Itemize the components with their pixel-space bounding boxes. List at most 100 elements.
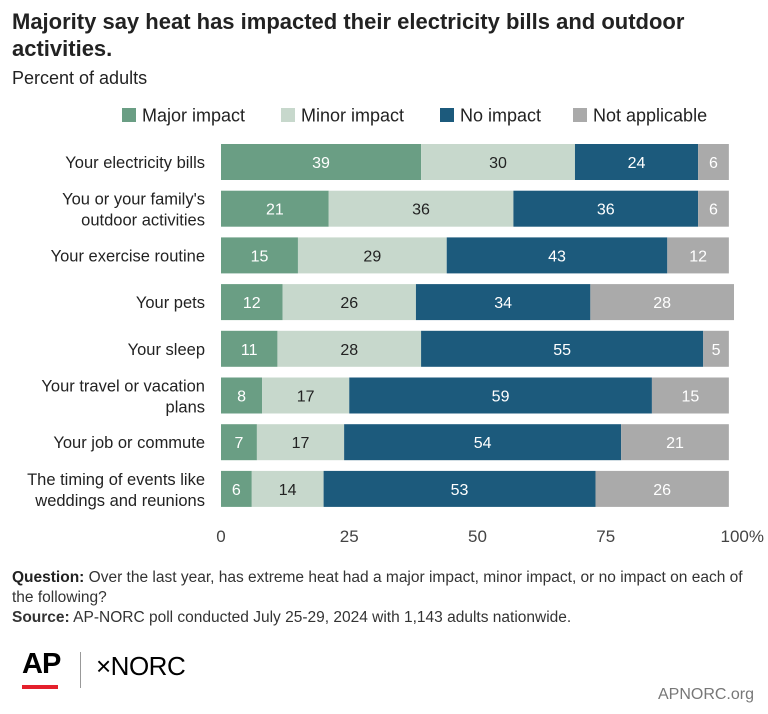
bar-segment [446,237,668,274]
bar-segment [221,470,252,507]
bar-segment [221,237,298,274]
data-label: 30 [489,155,507,172]
stacked-bar-chart: Major impact Minor impact No impact Not app… [27,106,764,547]
data-label: 12 [243,295,261,312]
category-label: Your electricity bills [65,154,205,172]
legend-swatch-1 [281,108,295,122]
bar-segment [698,190,729,227]
data-label: 29 [363,248,381,265]
data-label: 6 [232,482,241,499]
data-label: 17 [297,389,315,406]
data-label: 36 [597,202,615,219]
bar-segment [221,424,257,461]
legend-swatch-3 [573,108,587,122]
category-label: You or your family's [62,191,205,209]
ap-logo: AP [22,648,61,680]
bar-segment [221,377,263,414]
data-label: 34 [494,295,512,312]
bar-segment [251,470,324,507]
data-label: 15 [251,248,269,265]
data-label: 8 [237,389,246,406]
data-label: 7 [235,435,244,452]
bar-segment [651,377,729,414]
bar-segment [415,284,591,321]
x-tick-label: 50 [468,527,487,546]
legend-label-3: Not applicable [593,106,707,126]
norc-logo: ×NORC [96,651,186,681]
data-label: 59 [492,389,510,406]
bar-segment [590,284,734,321]
bar-segment [513,190,699,227]
bar-segment [349,377,652,414]
category-label: Your travel or vacation [41,378,205,396]
category-label: plans [166,399,205,417]
x-tick-label: 25 [340,527,359,546]
bar-segment [421,144,575,180]
question-note: Question: Over the last year, has extrem… [12,568,756,608]
x-tick-label: 0 [216,527,225,546]
x-tick-label: 100% [721,527,764,546]
bar-segment [282,284,416,321]
question-text: Over the last year, has extreme heat had… [12,569,743,606]
data-label: 36 [412,202,430,219]
category-label: Your exercise routine [51,247,205,265]
data-label: 21 [266,202,284,219]
bar-segment [221,284,283,321]
data-label: 26 [340,295,358,312]
bar-segment [698,144,729,180]
category-label: The timing of events like [27,471,205,489]
data-label: 53 [451,482,469,499]
bar-segment [595,470,729,507]
category-label: Your job or commute [53,434,205,452]
question-label: Question: [12,569,85,586]
source-text: AP-NORC poll conducted July 25-29, 2024 … [73,609,572,626]
bar-segment [221,190,329,227]
chart-subtitle: Percent of adults [12,68,148,88]
bar-segment [328,190,514,227]
data-label: 24 [628,155,646,172]
category-label: weddings and reunions [34,492,205,510]
legend-swatch-0 [122,108,136,122]
source-note: Source: AP-NORC poll conducted July 25-2… [12,608,756,628]
data-label: 5 [712,342,721,359]
category-label: Your sleep [128,341,205,359]
data-label: 17 [292,435,310,452]
bar-segment [323,470,596,507]
ap-logo-underline [22,685,58,689]
data-label: 26 [653,482,671,499]
bar-segment [344,424,622,461]
bar-segment [221,330,278,367]
legend-label-1: Minor impact [301,106,404,126]
bar-segment [277,330,422,367]
legend-label-0: Major impact [142,106,245,126]
data-label: 6 [709,155,718,172]
bar-segment [667,237,729,274]
category-label: outdoor activities [81,212,205,230]
category-label: Your pets [136,294,205,312]
data-label: 14 [279,482,297,499]
data-label: 55 [553,342,571,359]
bar-segment [621,424,729,461]
data-label: 39 [312,155,330,172]
site-credit: APNORC.org [657,686,754,703]
bar-segment [221,144,422,180]
data-label: 21 [666,435,684,452]
data-label: 54 [474,435,492,452]
logo-divider [80,652,81,688]
data-label: 28 [340,342,358,359]
bar-segment [574,144,699,180]
bar-segment [262,377,350,414]
legend-swatch-2 [440,108,454,122]
data-label: 12 [689,248,707,265]
data-label: 6 [709,202,718,219]
data-label: 15 [681,389,699,406]
data-label: 11 [241,342,258,359]
chart-title: Majority say heat has impacted their ele… [12,9,685,61]
data-label: 43 [548,248,566,265]
source-label: Source: [12,609,70,626]
bar-segment [297,237,447,274]
x-tick-label: 75 [596,527,615,546]
data-label: 28 [653,295,671,312]
bar-segment [703,330,729,367]
bar-segment [421,330,704,367]
